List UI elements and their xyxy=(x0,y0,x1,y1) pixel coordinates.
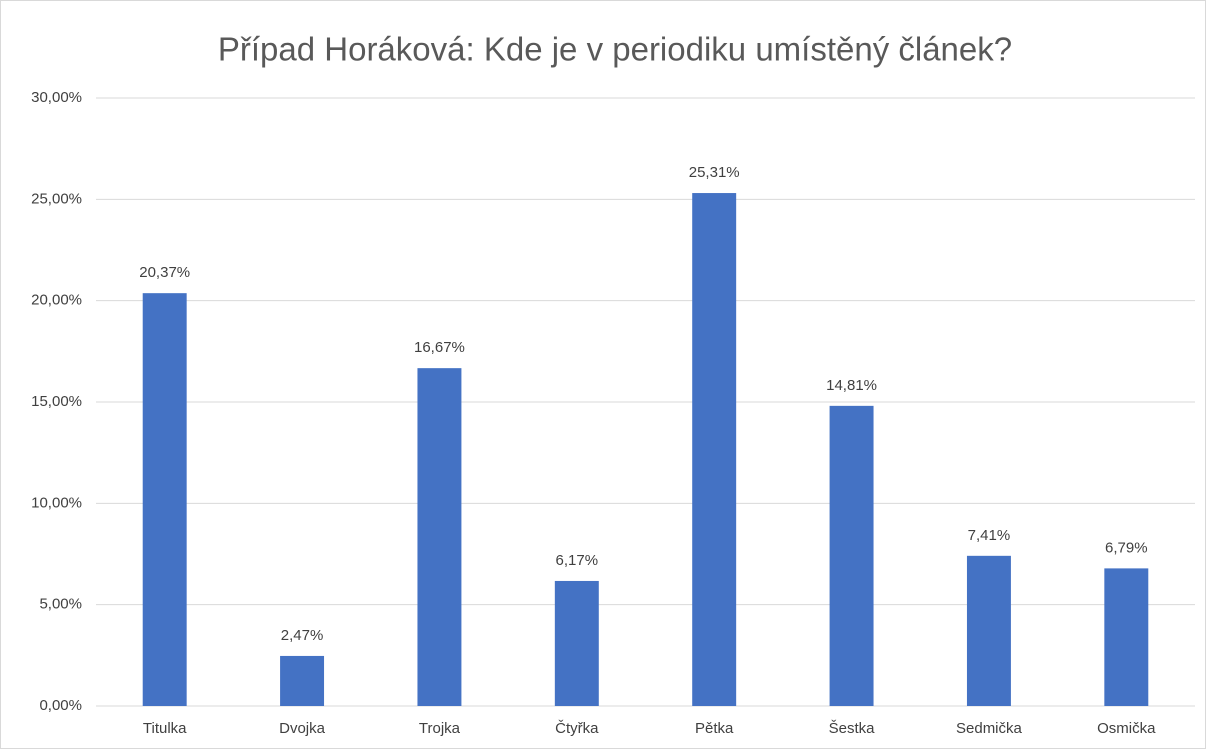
x-tick-label: Titulka xyxy=(143,720,187,737)
data-label: 2,47% xyxy=(281,627,324,644)
data-label: 14,81% xyxy=(826,377,877,394)
y-tick-label: 5,00% xyxy=(39,596,82,613)
y-tick-label: 25,00% xyxy=(31,190,82,207)
y-tick-label: 0,00% xyxy=(39,697,82,714)
bar xyxy=(692,193,737,706)
data-label: 16,67% xyxy=(414,339,465,356)
bar xyxy=(417,368,462,706)
y-tick-label: 10,00% xyxy=(31,494,82,511)
bar xyxy=(1104,568,1149,706)
x-tick-label: Osmička xyxy=(1097,720,1156,737)
y-tick-label: 15,00% xyxy=(31,393,82,410)
bar xyxy=(142,293,187,706)
y-tick-label: 30,00% xyxy=(31,89,82,106)
chart-title: Případ Horáková: Kde je v periodiku umís… xyxy=(218,31,1012,68)
bar xyxy=(966,555,1011,706)
x-tick-label: Pětka xyxy=(695,720,734,737)
x-tick-label: Čtyřka xyxy=(555,720,599,737)
bar xyxy=(554,580,599,706)
x-tick-label: Dvojka xyxy=(279,720,326,737)
data-label: 20,37% xyxy=(139,264,190,281)
bar xyxy=(280,655,325,706)
bar xyxy=(829,405,874,706)
y-tick-label: 20,00% xyxy=(31,292,82,309)
data-label: 6,79% xyxy=(1105,539,1148,556)
x-tick-label: Sedmička xyxy=(956,720,1023,737)
x-tick-label: Šestka xyxy=(829,720,876,737)
data-label: 6,17% xyxy=(556,552,599,569)
x-tick-label: Trojka xyxy=(419,720,461,737)
data-label: 7,41% xyxy=(968,527,1011,544)
data-label: 25,31% xyxy=(689,164,740,181)
